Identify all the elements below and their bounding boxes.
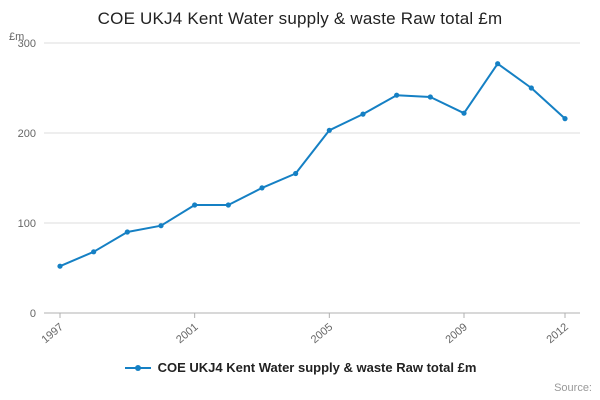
legend-line-marker-icon (124, 364, 151, 371)
data-point (124, 229, 130, 235)
data-point (461, 110, 467, 116)
y-tick-label: 100 (18, 218, 36, 230)
data-point (158, 223, 164, 229)
data-point (225, 202, 231, 208)
legend-label: COE UKJ4 Kent Water supply & waste Raw t… (157, 360, 477, 375)
x-tick-label: 2005 (309, 321, 335, 346)
y-tick-label: 200 (18, 128, 36, 140)
x-tick-label: 2001 (174, 321, 200, 346)
data-point (57, 263, 63, 269)
data-line (59, 62, 566, 268)
chart-title: COE UKJ4 Kent Water supply & waste Raw t… (97, 9, 503, 28)
data-point (259, 185, 265, 191)
data-point (394, 92, 400, 98)
x-tick-label: 2012 (544, 321, 570, 346)
data-point (528, 85, 534, 91)
data-point (192, 202, 198, 208)
data-point (562, 116, 568, 122)
x-tick-label: 2009 (443, 321, 469, 346)
data-point (293, 170, 299, 177)
y-axis-unit-label: £m (9, 31, 25, 43)
line-chart: 0 100 200 300 1997 2001 2005 2009 2012 (18, 38, 580, 346)
y-tick-label: 0 (30, 308, 36, 320)
data-point (360, 111, 366, 117)
source-label: Source: (554, 382, 592, 394)
data-point (326, 127, 332, 133)
data-point (495, 61, 501, 67)
legend-dot (134, 364, 141, 371)
data-point (427, 94, 433, 100)
data-point (91, 249, 97, 255)
x-tick-label: 1997 (39, 321, 65, 346)
chart-legend: COE UKJ4 Kent Water supply & waste Raw t… (0, 360, 600, 375)
y-tick-label: 300 (18, 38, 36, 50)
